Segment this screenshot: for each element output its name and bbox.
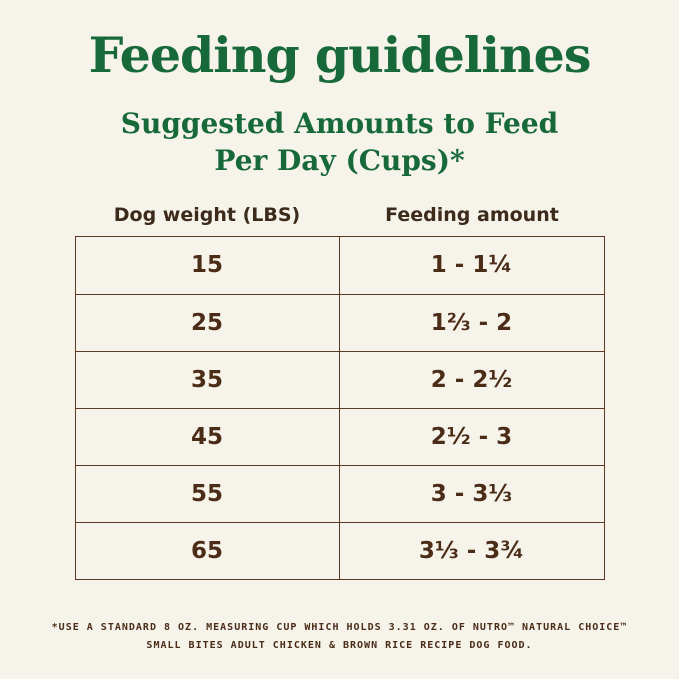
subtitle-line-2: Per Day (Cups)*: [214, 143, 465, 177]
weight-cell: 15: [76, 236, 340, 294]
feeding-table: 15 1 - 1¼ 25 1⅔ - 2 35 2 - 2½ 45 2½ - 3 …: [74, 235, 605, 580]
subtitle: Suggested Amounts to Feed Per Day (Cups)…: [0, 106, 679, 180]
table-row: 25 1⅔ - 2: [75, 293, 604, 351]
weight-cell: 35: [76, 351, 340, 408]
weight-cell: 65: [76, 522, 340, 579]
weight-cell: 55: [76, 465, 340, 522]
feeding-table-section: Dog weight (LBS) Feeding amount 15 1 - 1…: [74, 204, 605, 580]
page-title: Feeding guidelines: [88, 26, 592, 84]
weight-cell: 45: [76, 408, 340, 465]
table-header-row: Dog weight (LBS) Feeding amount: [75, 204, 605, 226]
amount-cell: 2½ - 3: [430, 423, 513, 450]
table-row: 65 3⅓ - 3¾: [75, 521, 604, 579]
table-row: 45 2½ - 3: [75, 407, 604, 465]
footnote-line-1: *USE A STANDARD 8 OZ. MEASURING CUP WHIC…: [51, 622, 628, 633]
weight-cell: 25: [76, 294, 340, 351]
footnote: *USE A STANDARD 8 OZ. MEASURING CUP WHIC…: [0, 619, 679, 655]
footnote-line-2: SMALL BITES ADULT CHICKEN & BROWN RICE R…: [146, 640, 533, 651]
column-header-dog-weight: Dog weight (LBS): [113, 203, 301, 226]
table-row: 55 3 - 3⅓: [75, 464, 604, 522]
amount-cell: 2 - 2½: [430, 366, 513, 393]
subtitle-line-1: Suggested Amounts to Feed: [120, 107, 559, 140]
table-row: 35 2 - 2½: [75, 350, 604, 408]
amount-cell: 3⅓ - 3¾: [418, 537, 525, 564]
column-header-feeding-amount: Feeding amount: [385, 203, 559, 226]
amount-cell: 1 - 1¼: [430, 252, 513, 279]
table-row: 15 1 - 1¼: [76, 236, 604, 294]
amount-cell: 3 - 3⅓: [430, 480, 513, 507]
amount-cell: 1⅔ - 2: [430, 309, 513, 336]
